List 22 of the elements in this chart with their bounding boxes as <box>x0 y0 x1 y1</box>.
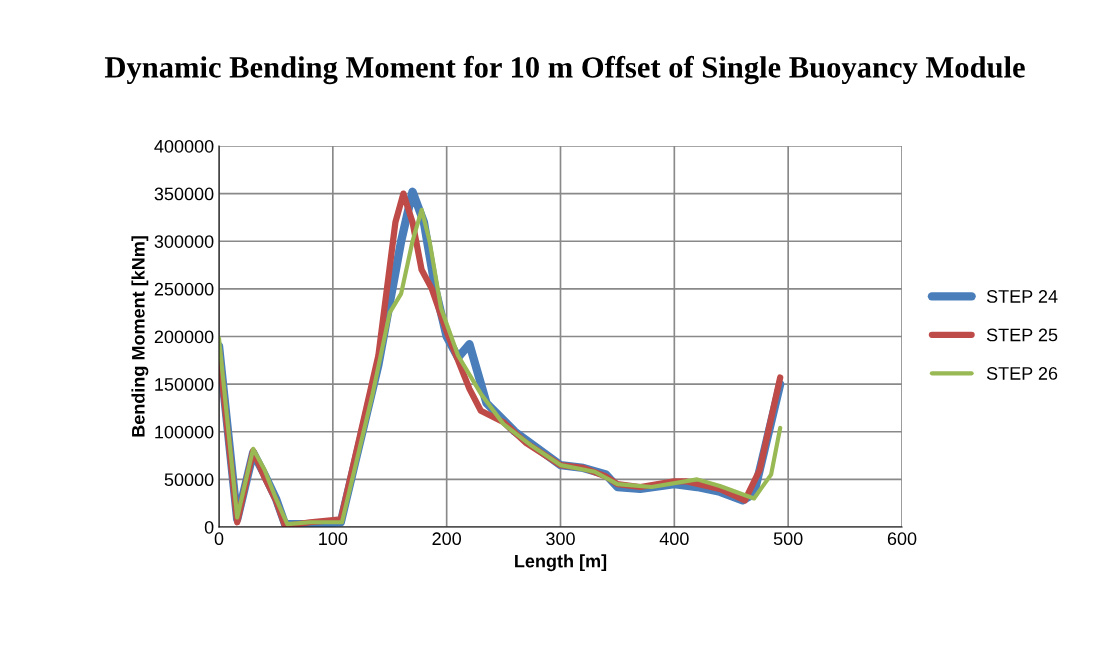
x-tick-label: 500 <box>773 532 803 546</box>
x-tick-label: 600 <box>887 532 917 546</box>
legend-label: STEP 25 <box>986 328 1058 342</box>
x-tick-label: 100 <box>319 532 348 546</box>
y-tick-label: 350000 <box>154 187 214 201</box>
legend-label: STEP 24 <box>986 290 1058 303</box>
y-tick-label: 400000 <box>154 139 214 153</box>
y-tick-label: 100000 <box>155 425 214 439</box>
x-tick-label: 200 <box>432 532 462 546</box>
x-tick-label: 400 <box>659 532 689 546</box>
y-tick-label: 300000 <box>154 235 214 248</box>
x-tick-label: 0 <box>214 532 224 546</box>
y-tick-label: 150000 <box>155 378 214 391</box>
y-tick-label: 200000 <box>154 330 214 344</box>
x-tick-label: 300 <box>546 532 575 546</box>
legend-label: STEP 26 <box>986 367 1058 380</box>
y-tick-label: 50000 <box>164 473 214 487</box>
chart-title: Dynamic Bending Moment for 10 m Offset of Single Buoyancy Module <box>104 55 1025 85</box>
y-tick-label: 250000 <box>154 282 214 296</box>
x-axis-title: Length [m] <box>515 554 607 572</box>
y-axis-title: Bending Moment [kNm] <box>131 236 149 437</box>
y-tick-label: 0 <box>204 520 214 534</box>
